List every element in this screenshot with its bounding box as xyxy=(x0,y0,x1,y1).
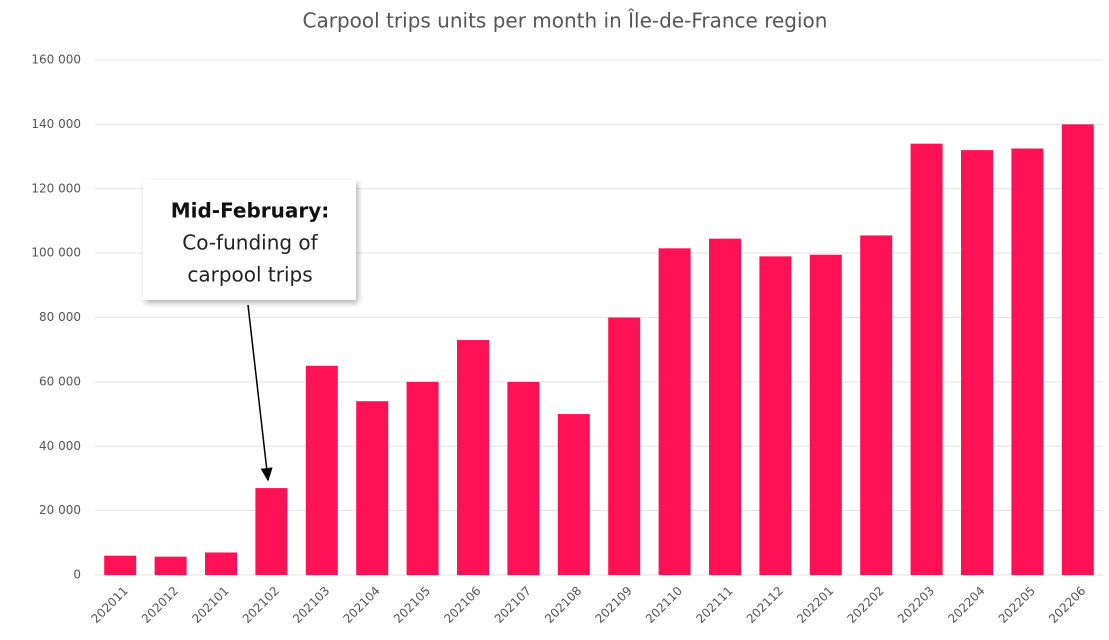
x-tick-label: 202112 xyxy=(744,584,786,626)
bar xyxy=(860,235,893,575)
chart-title: Carpool trips units per month in Île-de-… xyxy=(303,9,828,33)
x-tick-label: 202109 xyxy=(593,584,635,626)
bar xyxy=(557,414,590,575)
y-tick-label: 120 000 xyxy=(31,181,81,195)
annotation: Mid-February: Co-funding of carpool trip… xyxy=(143,180,356,482)
x-tick-label: 202110 xyxy=(643,584,685,626)
bar xyxy=(809,254,842,575)
x-tick-label: 202202 xyxy=(845,584,887,626)
x-tick-label: 202111 xyxy=(693,584,735,626)
x-tick-label: 202102 xyxy=(240,584,282,626)
y-tick-label: 20 000 xyxy=(39,503,81,517)
bar xyxy=(154,556,187,575)
bar xyxy=(356,401,389,575)
annotation-line: Co-funding of xyxy=(182,231,318,255)
x-tick-label: 202108 xyxy=(542,584,584,626)
x-tick-label: 202204 xyxy=(945,584,987,626)
annotation-line: carpool trips xyxy=(187,263,312,287)
bar xyxy=(759,256,792,575)
bar xyxy=(961,150,993,575)
bar xyxy=(507,381,540,575)
y-tick-label: 100 000 xyxy=(31,246,81,260)
x-tick-label: 202201 xyxy=(794,584,836,626)
bar xyxy=(709,238,741,575)
bar xyxy=(305,365,338,575)
x-tick-label: 202104 xyxy=(341,584,383,626)
bar xyxy=(104,555,137,575)
x-tick-label: 202012 xyxy=(139,584,181,626)
bar xyxy=(910,143,943,575)
annotation-box xyxy=(143,180,356,300)
x-tick-label: 202103 xyxy=(290,584,332,626)
y-tick-label: 140 000 xyxy=(31,117,81,131)
x-tick-label: 202203 xyxy=(895,584,937,626)
y-tick-label: 60 000 xyxy=(39,374,81,388)
y-tick-label: 40 000 xyxy=(39,439,81,453)
x-tick-label: 202011 xyxy=(89,584,131,626)
x-tick-label: 202106 xyxy=(441,584,483,626)
bar xyxy=(658,248,691,575)
y-tick-label: 80 000 xyxy=(39,310,81,324)
bar xyxy=(1061,124,1094,575)
x-tick-label: 202105 xyxy=(391,584,433,626)
x-tick-label: 202206 xyxy=(1046,584,1088,626)
x-tick-label: 202107 xyxy=(492,584,534,626)
bar xyxy=(255,488,288,575)
y-tick-label: 160 000 xyxy=(31,53,81,67)
annotation-arrow xyxy=(247,304,273,482)
bar xyxy=(608,317,641,575)
bar xyxy=(1011,148,1044,575)
annotation-title: Mid-February: xyxy=(171,199,330,223)
x-tick-label: 202101 xyxy=(189,584,231,626)
bar xyxy=(406,381,439,575)
bar xyxy=(457,340,489,575)
y-tick-label: 0 xyxy=(73,568,81,582)
x-tick-label: 202205 xyxy=(996,584,1038,626)
bar xyxy=(205,552,237,575)
